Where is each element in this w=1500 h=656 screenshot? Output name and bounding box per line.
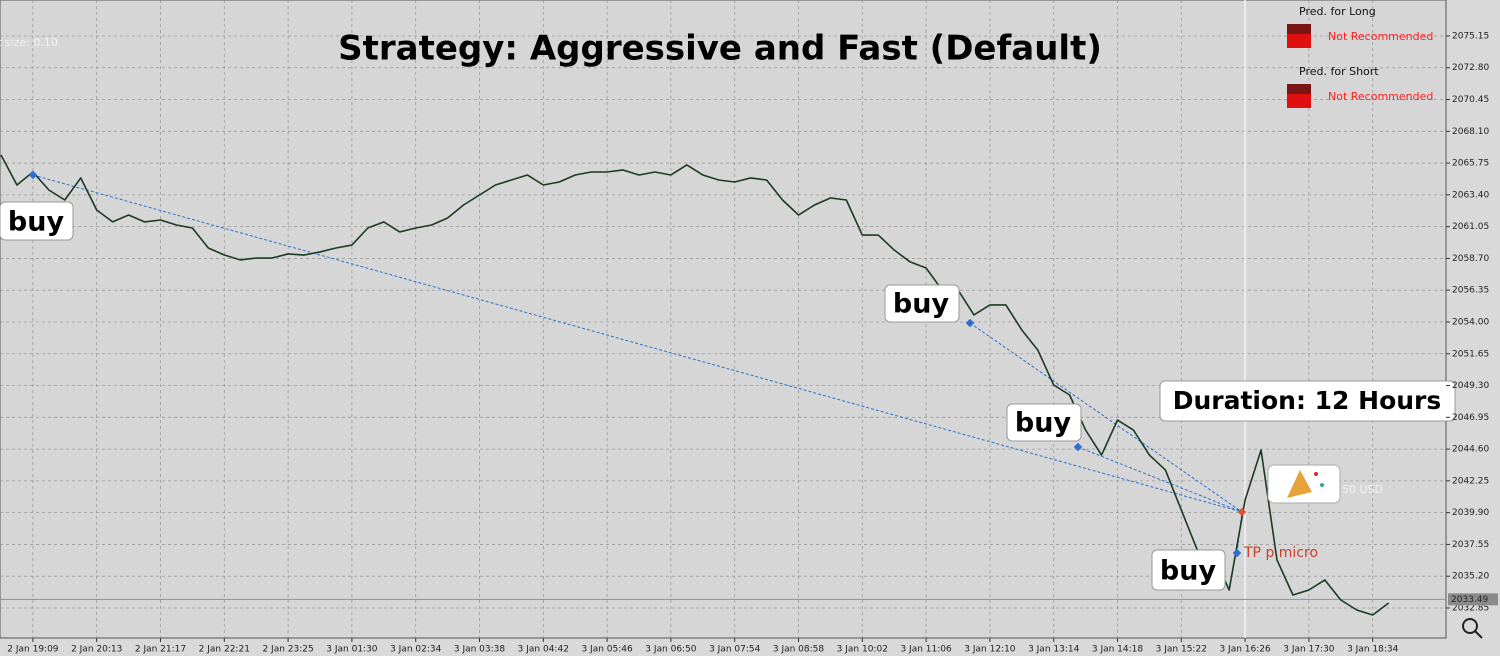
y-tick-label: 2072.80 bbox=[1452, 63, 1489, 73]
trade-line bbox=[969, 322, 1243, 513]
y-tick-label: 2042.25 bbox=[1452, 476, 1489, 486]
trade-markers bbox=[28, 170, 1247, 558]
x-tick-label: 3 Jan 18:34 bbox=[1347, 645, 1399, 655]
x-tick-label: 3 Jan 03:38 bbox=[454, 645, 506, 655]
annotation: buy bbox=[8, 207, 65, 238]
confetti bbox=[1314, 472, 1318, 476]
y-tick-label: 2037.55 bbox=[1452, 540, 1489, 550]
y-tick-label: 2046.95 bbox=[1452, 413, 1489, 423]
y-tick-label: 2049.30 bbox=[1452, 381, 1489, 391]
annotation-box bbox=[0, 201, 74, 241]
x-tick-label: 3 Jan 01:30 bbox=[326, 645, 378, 655]
entry-marker bbox=[965, 318, 975, 328]
lot-size-label: t size: 0.10 bbox=[0, 36, 58, 49]
plot bbox=[0, 154, 1446, 616]
annotation-box bbox=[1151, 549, 1226, 591]
annotation: buy bbox=[1160, 556, 1217, 587]
annotation-box bbox=[1006, 403, 1082, 442]
current-price-box bbox=[1448, 593, 1498, 606]
signal-panel: Pred. for Long Not Recommended Pred. for… bbox=[1287, 5, 1433, 108]
x-tick-label: 2 Jan 20:13 bbox=[71, 645, 122, 655]
chart-title: Strategy: Aggressive and Fast (Default) bbox=[338, 29, 1102, 69]
x-tick-label: 2 Jan 22:21 bbox=[199, 645, 250, 655]
y-tick-label: 2044.60 bbox=[1452, 445, 1489, 455]
x-tick-label: 3 Jan 12:10 bbox=[964, 645, 1016, 655]
grid bbox=[0, 0, 1446, 638]
plot-area bbox=[0, 0, 1447, 639]
x-tick-label: 3 Jan 14:18 bbox=[1092, 645, 1144, 655]
zoom-lens bbox=[1462, 618, 1478, 634]
annotation-box bbox=[1159, 380, 1456, 422]
y-tick-label: 2032.85 bbox=[1452, 603, 1489, 613]
x-tick-label: 3 Jan 05:46 bbox=[581, 645, 633, 655]
price-line bbox=[0, 154, 1390, 616]
x-tick-label: 2 Jan 23:25 bbox=[262, 645, 313, 655]
y-tick-label: 2070.45 bbox=[1452, 95, 1489, 105]
emoji-box bbox=[1267, 464, 1341, 504]
y-tick-label: 2068.10 bbox=[1452, 127, 1489, 137]
long-label: Pred. for Long bbox=[1299, 5, 1376, 18]
x-tick-label: 3 Jan 11:06 bbox=[900, 645, 952, 655]
x-tick-label: 3 Jan 17:30 bbox=[1283, 645, 1335, 655]
party-icon bbox=[1287, 470, 1312, 498]
y-tick-label: 2051.65 bbox=[1452, 349, 1489, 359]
short-indicator-top bbox=[1287, 84, 1311, 94]
annotation: Duration: 12 Hours bbox=[1173, 386, 1442, 415]
trade-line bbox=[32, 174, 1243, 513]
profit-label: 50 USD bbox=[1342, 483, 1383, 496]
x-tick-label: 3 Jan 06:50 bbox=[645, 645, 697, 655]
y-tick-label: 2035.20 bbox=[1452, 572, 1489, 582]
x-tick-label: 3 Jan 10:02 bbox=[837, 645, 888, 655]
x-tick-label: 3 Jan 16:26 bbox=[1219, 645, 1271, 655]
y-tick-label: 2063.40 bbox=[1452, 190, 1489, 200]
entry-marker bbox=[1073, 442, 1083, 452]
y-tick-label: 2054.00 bbox=[1452, 317, 1489, 327]
x-tick-label: 3 Jan 13:14 bbox=[1028, 645, 1080, 655]
x-tick-label: 2 Jan 21:17 bbox=[135, 645, 186, 655]
tp-label: TP p micro bbox=[1243, 545, 1318, 561]
x-tick-label: 3 Jan 15:22 bbox=[1156, 645, 1207, 655]
zoom-icon bbox=[1462, 618, 1483, 639]
x-tick-label: 3 Jan 07:54 bbox=[709, 645, 761, 655]
trade-line bbox=[1077, 446, 1243, 513]
y-tick-label: 2056.35 bbox=[1452, 286, 1489, 296]
x-tick-label: 2 Jan 19:09 bbox=[7, 645, 59, 655]
long-indicator-top bbox=[1287, 24, 1311, 34]
annotation: buy bbox=[1015, 408, 1072, 439]
short-label: Pred. for Short bbox=[1299, 65, 1379, 78]
y-tick-label: 2065.75 bbox=[1452, 159, 1489, 169]
exit-marker bbox=[1237, 507, 1247, 517]
x-tick-label: 3 Jan 04:42 bbox=[518, 645, 569, 655]
entry-marker bbox=[1232, 548, 1242, 558]
annotation-box bbox=[884, 284, 960, 323]
x-tick-label: 3 Jan 08:58 bbox=[773, 645, 825, 655]
x-tick-label: 3 Jan 02:34 bbox=[390, 645, 442, 655]
annotations: buy buy buy buy Duration: 12 Hours TP p micro… bbox=[0, 36, 1456, 591]
confetti bbox=[1320, 483, 1324, 487]
y-tick-label: 2075.15 bbox=[1452, 31, 1489, 41]
y-tick-label: 2058.70 bbox=[1452, 254, 1489, 264]
annotation: buy bbox=[893, 289, 950, 320]
long-status: Not Recommended bbox=[1328, 30, 1433, 43]
y-tick-label: 2039.90 bbox=[1452, 508, 1489, 518]
short-status: Not Recommended bbox=[1328, 90, 1433, 103]
current-price-label: 2033.49 bbox=[1451, 595, 1488, 605]
y-tick-label: 2061.05 bbox=[1452, 222, 1489, 232]
zoom-handle bbox=[1474, 630, 1483, 639]
